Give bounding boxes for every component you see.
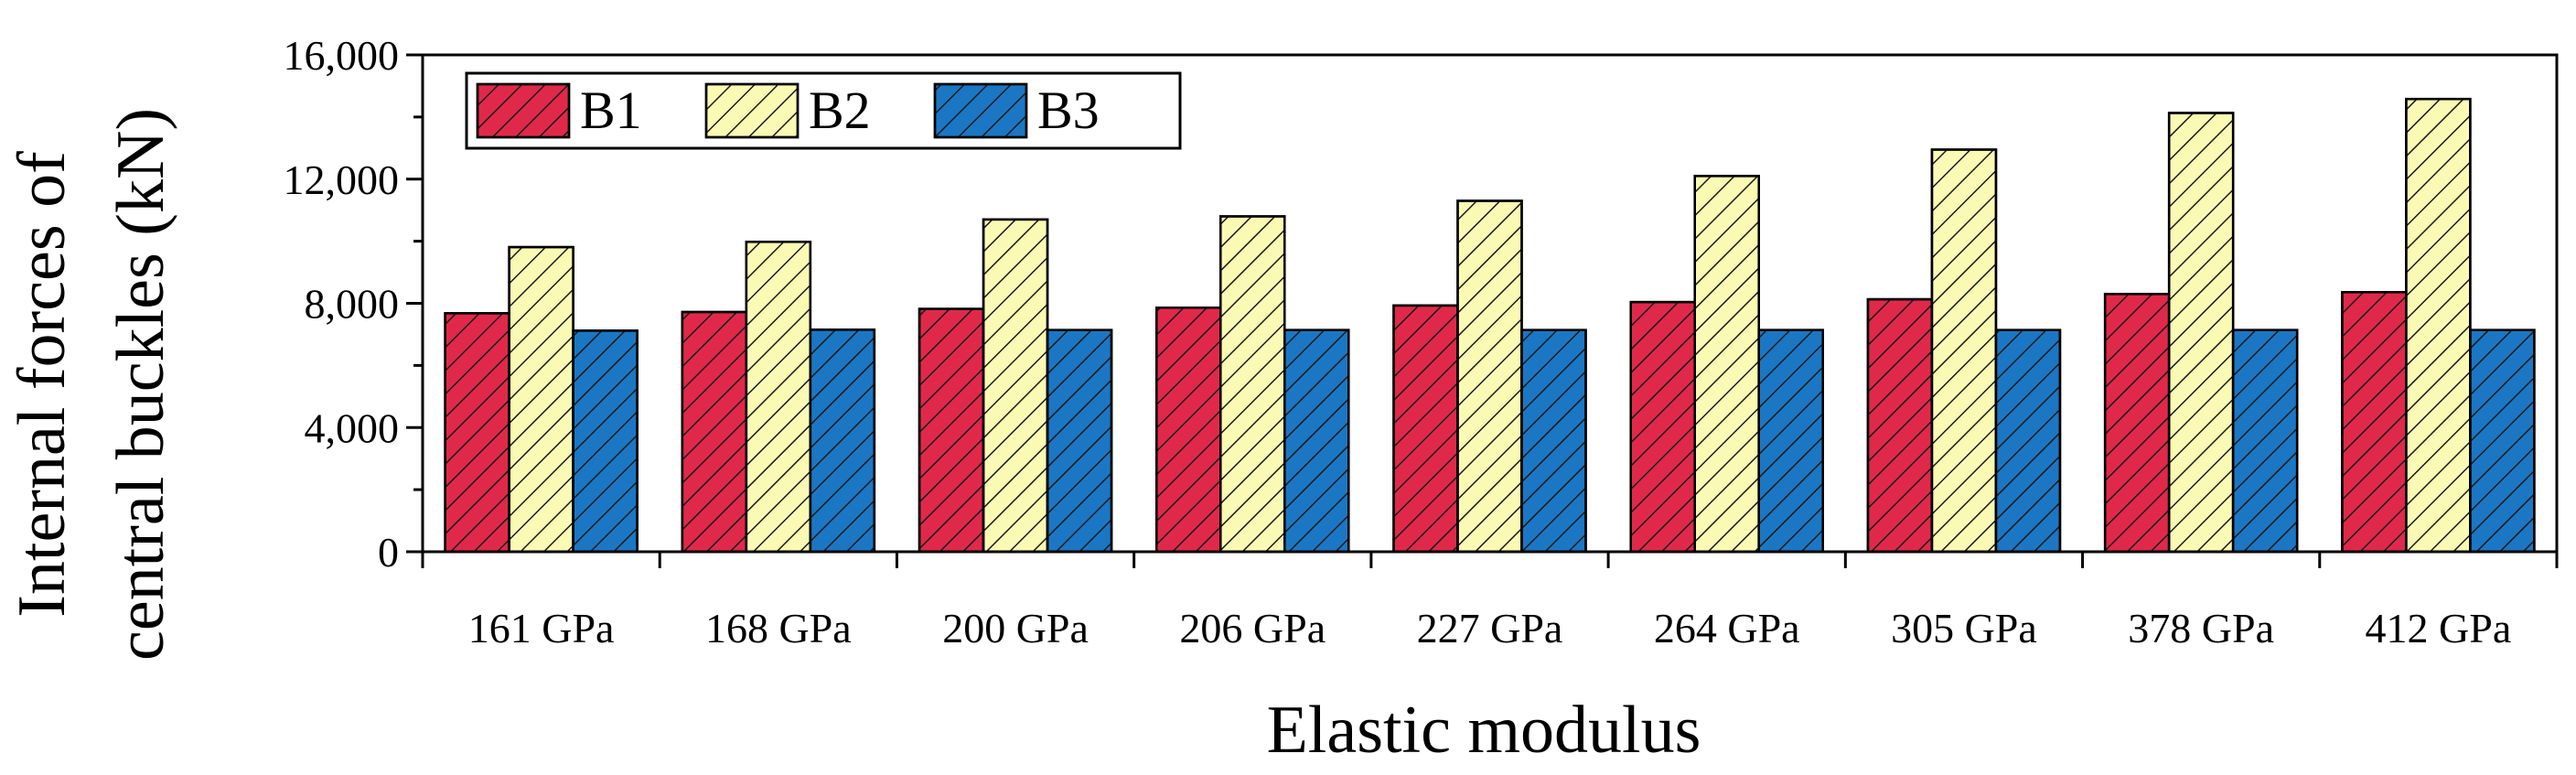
legend-box [465, 71, 1182, 150]
bar-hatch-b3 [1520, 328, 1587, 554]
bar-hatch-b3 [572, 329, 639, 554]
bar-hatch-b1 [2341, 291, 2408, 554]
x-tick-label: 378 GPa [2128, 605, 2274, 651]
bar-hatch-b3 [1283, 328, 1350, 554]
y-tick-label: 12,000 [284, 156, 400, 203]
bar-hatch-b3 [2231, 328, 2299, 554]
bar-hatch-b1 [2103, 293, 2171, 554]
bar-hatch-b2 [1219, 215, 1286, 554]
plot-frame [421, 53, 2559, 554]
x-tick-label: 264 GPa [1654, 605, 1800, 651]
legend-swatch-hatch-b3 [933, 82, 1028, 139]
x-tick-label: 161 GPa [468, 605, 615, 651]
y-tick-label: 16,000 [284, 32, 400, 79]
x-tick-label: 412 GPa [2366, 605, 2512, 651]
legend-swatch-hatch-b1 [476, 82, 571, 139]
bar-hatch-b2 [2167, 112, 2235, 554]
y-axis-title: Internal forces of [5, 151, 80, 618]
y-axis-title-line-2-text: central buckles (kN) [103, 108, 178, 661]
bar-hatch-b1 [918, 307, 985, 554]
legend-label-b2: B2 [809, 81, 871, 140]
x-tick-label: 168 GPa [705, 605, 852, 651]
bar-hatch-b2 [745, 241, 812, 554]
bar-hatch-b3 [1757, 328, 1824, 554]
x-tick-label: 206 GPa [1179, 605, 1326, 651]
bar-hatch-b1 [1155, 307, 1222, 554]
x-tick-label: 227 GPa [1417, 605, 1563, 651]
bar-hatch-b2 [508, 245, 574, 554]
y-tick-label: 4,000 [305, 404, 400, 451]
bar-hatch-b3 [809, 328, 876, 554]
bar-hatch-b2 [1930, 148, 1998, 554]
bar-hatch-b1 [681, 310, 748, 554]
x-tick-label: 305 GPa [1891, 605, 2037, 651]
x-axis-title: Elastic modulus [1267, 693, 1701, 768]
bar-hatch-b1 [1866, 297, 1934, 554]
y-tick-label: 8,000 [305, 281, 400, 328]
legend-swatch-hatch-b2 [704, 82, 800, 139]
y-axis-title-line-2: central buckles (kN) [103, 108, 178, 661]
bar-hatch-b3 [1994, 328, 2062, 554]
bar-hatch-b2 [2405, 97, 2472, 554]
bar-hatch-b1 [1629, 300, 1696, 554]
legend-label-b3: B3 [1037, 81, 1100, 140]
bar-hatch-b1 [1392, 304, 1459, 554]
bar-hatch-b3 [1046, 328, 1113, 554]
bar-hatch-b3 [2469, 328, 2536, 554]
bar-hatch-b1 [444, 312, 510, 554]
x-tick-label: 200 GPa [942, 605, 1089, 651]
legend-label-b1: B1 [580, 81, 642, 140]
y-tick-label: 0 [378, 529, 399, 576]
bar-hatch-b2 [982, 218, 1049, 554]
y-axis-title-line-1: Internal forces of [5, 151, 80, 618]
bar-hatch-b2 [1456, 199, 1523, 554]
bar-hatch-b2 [1693, 175, 1760, 554]
